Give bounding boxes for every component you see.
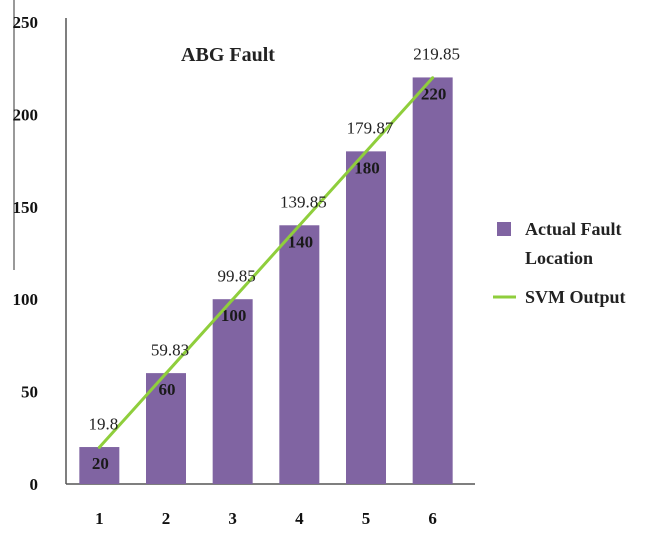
svm-output-series (97, 76, 435, 449)
y-tick-label: 200 (13, 105, 39, 124)
svm-value-label: 99.85 (218, 266, 256, 285)
y-tick-label: 0 (30, 475, 39, 494)
svm-output-point (97, 445, 101, 449)
bar (212, 299, 253, 484)
bar-value-label: 20 (92, 454, 109, 473)
y-tick-label: 150 (13, 198, 39, 217)
svm-value-label: 219.85 (413, 45, 460, 64)
svm-output-point (364, 150, 368, 154)
svm-value-label: 19.8 (88, 414, 118, 433)
bar (412, 77, 453, 484)
x-tick-label: 6 (428, 509, 437, 528)
bar (346, 151, 386, 485)
legend: Actual Fault Location SVM Output (493, 219, 626, 307)
y-tick-label: 50 (21, 383, 38, 402)
x-tick-label: 5 (362, 509, 371, 528)
x-tick-label: 1 (95, 509, 104, 528)
bar-value-label: 100 (221, 306, 247, 325)
svm-value-label: 179.87 (347, 119, 394, 138)
svm-value-label: 59.83 (151, 340, 189, 359)
bar-value-label: 180 (354, 158, 380, 177)
bar-value-label: 220 (421, 84, 447, 103)
chart-title: ABG Fault (181, 44, 275, 66)
y-tick-labels: 0 50 100 150 200 250 (13, 13, 39, 494)
bar-value-labels: 20 60 100 140 180 220 (92, 84, 447, 473)
y-tick-label: 250 (13, 13, 39, 32)
svm-value-label: 139.85 (280, 193, 327, 212)
bar-value-label: 140 (288, 232, 314, 251)
bar (279, 225, 320, 484)
x-tick-label: 3 (228, 509, 237, 528)
svm-output-point (297, 224, 301, 228)
bar (79, 447, 120, 484)
svm-output-point (231, 297, 235, 301)
bars-group (79, 77, 453, 485)
legend-bar-label-line1: Actual Fault (525, 219, 622, 239)
svm-output-point (164, 371, 168, 375)
legend-bar-label-line2: Location (525, 248, 593, 268)
legend-line-label: SVM Output (525, 287, 626, 307)
svm-output-point (431, 76, 435, 80)
svm-value-labels: 19.8 59.83 99.85 139.85 179.87 219.85 (88, 45, 460, 434)
x-tick-labels: 1 2 3 4 5 6 (95, 509, 437, 528)
svm-output-line (98, 76, 434, 449)
bar (146, 373, 186, 484)
x-tick-label: 2 (162, 509, 171, 528)
bar-value-label: 60 (159, 380, 176, 399)
legend-bar-swatch (497, 222, 511, 236)
y-tick-label: 100 (13, 290, 39, 309)
x-tick-label: 4 (295, 509, 304, 528)
